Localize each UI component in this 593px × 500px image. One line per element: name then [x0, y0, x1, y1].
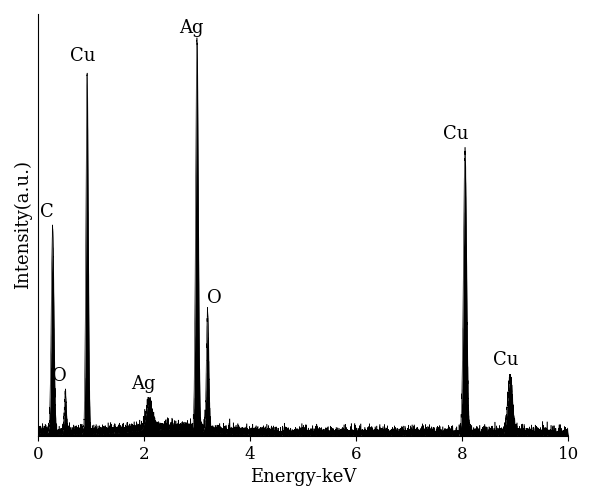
Text: O: O	[206, 289, 221, 307]
Y-axis label: Intensity(a.u.): Intensity(a.u.)	[14, 160, 32, 290]
Text: Cu: Cu	[493, 352, 519, 370]
X-axis label: Energy-keV: Energy-keV	[250, 468, 356, 486]
Text: C: C	[40, 203, 54, 221]
Text: Cu: Cu	[443, 125, 468, 143]
Text: Cu: Cu	[70, 46, 95, 64]
Text: O: O	[52, 367, 66, 385]
Text: Ag: Ag	[179, 20, 204, 38]
Text: Ag: Ag	[132, 375, 156, 393]
